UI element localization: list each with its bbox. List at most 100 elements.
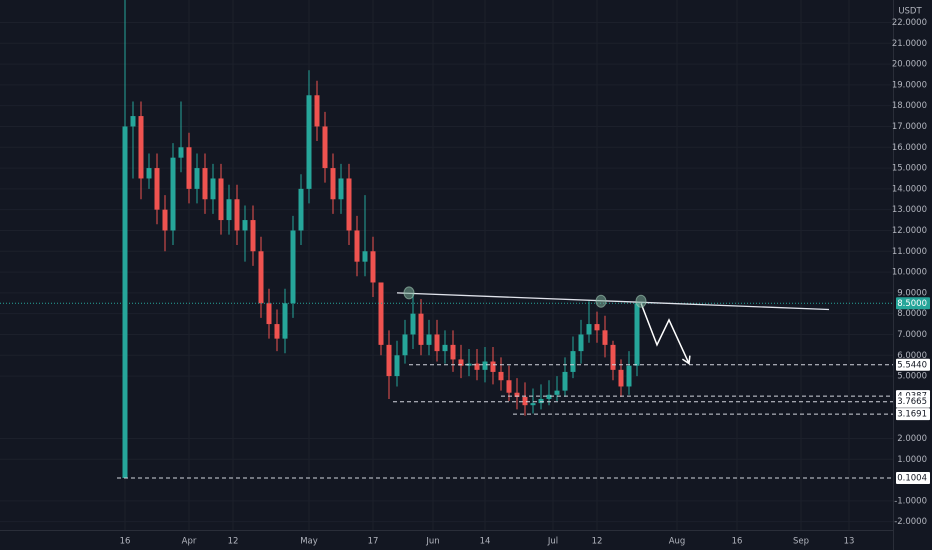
candle-body xyxy=(410,313,416,335)
candle-body xyxy=(458,359,464,366)
x-tick-label: 16 xyxy=(732,537,743,547)
x-tick-label: 12 xyxy=(228,537,239,547)
candle-body xyxy=(354,230,360,262)
candle-body xyxy=(314,95,320,127)
candle-body xyxy=(450,344,456,360)
x-tick-label: May xyxy=(300,537,318,547)
candle-body xyxy=(274,324,280,339)
y-tick-label: 9.0000 xyxy=(897,288,927,298)
x-tick-label: Apr xyxy=(182,537,197,547)
candle-body xyxy=(570,351,576,372)
arrow-head xyxy=(681,355,691,365)
candle-body xyxy=(506,380,512,393)
candle-body xyxy=(178,147,184,158)
x-tick-label: 12 xyxy=(592,537,603,547)
candle-body xyxy=(514,392,520,397)
candle-body xyxy=(234,199,240,231)
y-tick-label: 13.0000 xyxy=(892,205,927,215)
candle-body xyxy=(282,303,288,339)
level-badge xyxy=(896,358,930,371)
y-tick-label: 16.0000 xyxy=(892,143,927,153)
candle-body xyxy=(474,363,480,370)
x-tick-label: Aug xyxy=(669,537,686,547)
candle-body xyxy=(250,220,256,252)
candle-body xyxy=(490,361,496,372)
candle-body xyxy=(146,168,152,179)
candle-body xyxy=(218,178,224,221)
candle-body xyxy=(594,324,600,331)
candle-body xyxy=(634,303,640,366)
candle-body xyxy=(266,303,272,325)
trendline xyxy=(396,292,830,311)
level-badge xyxy=(896,395,930,408)
candle-body xyxy=(138,116,144,179)
y-tick-label: 2.0000 xyxy=(897,434,927,444)
level-badge xyxy=(896,408,930,421)
candle-body xyxy=(482,361,488,370)
candle-body xyxy=(258,251,264,304)
candle-body xyxy=(210,178,216,200)
y-tick-label: 18.0000 xyxy=(892,101,927,111)
candle-body xyxy=(194,168,200,189)
y-tick-label: 12.0000 xyxy=(892,226,927,236)
y-tick-label: 14.0000 xyxy=(892,184,927,194)
level-label: 0.1004 xyxy=(897,473,927,483)
last-price-label: 8.5000 xyxy=(897,299,927,309)
x-tick-label: 14 xyxy=(480,537,491,547)
candle-body xyxy=(330,168,336,200)
x-tick-label: Jun xyxy=(425,537,439,547)
candle-body xyxy=(170,157,176,231)
last-price-badge xyxy=(896,297,930,310)
candle-body xyxy=(618,369,624,387)
candle-body xyxy=(154,168,160,210)
level-label: 3.7665 xyxy=(897,397,927,407)
y-tick-label: 10.0000 xyxy=(892,268,927,278)
y-tick-label: 7.0000 xyxy=(897,330,927,340)
x-tick-label: 13 xyxy=(844,537,855,547)
candle-body xyxy=(306,95,312,189)
candle-body xyxy=(546,394,552,399)
y-tick-label: 8.0000 xyxy=(897,309,927,319)
level-label: 3.1691 xyxy=(897,410,927,420)
candle-body xyxy=(522,396,528,406)
candle-body xyxy=(538,398,544,404)
y-tick-label: 1.0000 xyxy=(897,455,927,465)
x-tick-label: Jul xyxy=(547,537,558,547)
x-tick-label: 17 xyxy=(368,537,379,547)
projection-arrow xyxy=(640,303,690,364)
candle-body xyxy=(202,168,208,200)
candle-body xyxy=(242,220,248,231)
candle-body xyxy=(426,334,432,345)
plot-area xyxy=(0,0,893,479)
candle-body xyxy=(562,371,568,391)
highlight-marker xyxy=(403,286,415,300)
candle-body xyxy=(130,116,136,127)
y-tick-label: 15.0000 xyxy=(892,164,927,174)
candle-body xyxy=(162,209,168,231)
candle-body xyxy=(290,230,296,304)
candle-body xyxy=(122,126,128,478)
candle-body xyxy=(394,355,400,377)
axes: 22.0000 21.0000 20.0000 19.0000 18.0000 17.00… xyxy=(120,18,930,547)
candle-body xyxy=(370,251,376,283)
level-badge xyxy=(896,471,930,484)
y-tick-label: 19.0000 xyxy=(892,80,927,90)
candle-body xyxy=(186,147,192,189)
candle-body xyxy=(586,324,592,335)
candle-body xyxy=(378,282,384,345)
y-tick-label: 11.0000 xyxy=(892,247,927,257)
candle-body xyxy=(626,365,632,387)
y-tick-label: 6.0000 xyxy=(897,351,927,361)
highlight-marker xyxy=(635,294,647,308)
candle-body xyxy=(578,334,584,352)
candle-body xyxy=(530,403,536,406)
y-tick-label: 20.0000 xyxy=(892,60,927,70)
candle-body xyxy=(498,371,504,381)
candle-body xyxy=(554,390,560,395)
candle-body xyxy=(298,188,304,231)
y-tick-label: -1.0000 xyxy=(894,496,927,506)
candle-body xyxy=(610,344,616,370)
candle-body xyxy=(322,126,328,169)
